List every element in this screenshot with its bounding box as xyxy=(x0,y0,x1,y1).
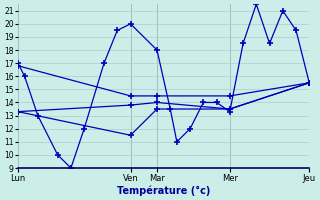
X-axis label: Température (°c): Température (°c) xyxy=(117,185,210,196)
